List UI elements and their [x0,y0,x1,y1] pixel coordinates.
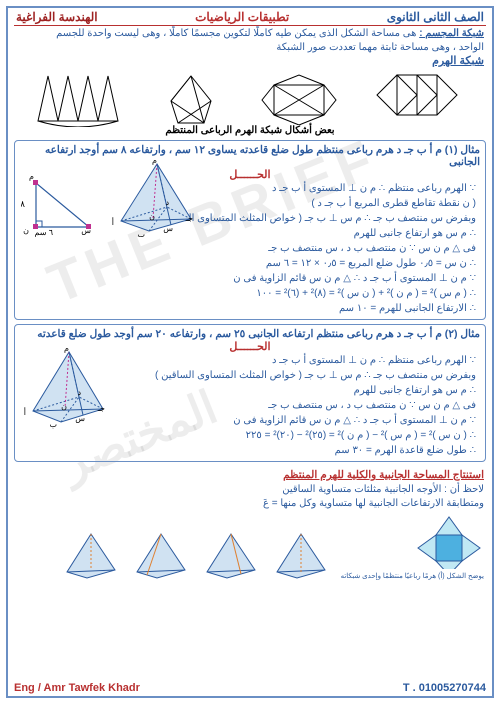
ex2-title: مثال (٢) م أ ب جـ د هرم رباعى منتظم ارتف… [20,328,480,340]
svg-text:د: د [77,388,81,397]
pyramid-bottom-1 [271,530,331,580]
page-footer: T . 01005270744 Eng / Amr Tawfek Khadr [14,682,486,694]
ex1-l5: فى △ م ن س ∵ ن منتصف ب د ، س منتصف ب جـ [20,241,480,256]
ex1-l8: ∴ ( م س )² = ( م ن )² + ( ن س )² = (٨)² … [20,286,480,301]
topic-title: الهندسة الفراغية [16,10,98,24]
svg-text:س: س [75,414,85,423]
svg-text:أ: أ [112,216,114,227]
bottom-caption: يوضح الشكل (أ) هرمًا رباعيًا منتظمًا وإح… [341,572,484,580]
net-fig-1 [372,73,472,125]
footer-eng: Eng / Amr Tawfek Khadr [14,682,140,694]
net-diagram-bottom: يوضح الشكل (أ) هرمًا رباعيًا منتظمًا وإح… [341,515,484,580]
ex2-figures: م أ ب جـ د ن س [21,347,116,432]
subheading: شبكة الهرم [8,54,492,67]
deduce-l2: ومتطابقة الارتفاعات الجانبية لها متساوية… [263,498,484,509]
svg-text:د: د [166,198,170,207]
svg-text:أ: أ [24,406,26,417]
ex1-l9: ∴ الارتفاع الجانبى للهرم = ١٠ سم [20,301,480,316]
subject-title: تطبيقات الرياضيات [195,10,289,24]
svg-text:س: س [81,226,91,235]
example-1: مثال (١) م أ ب جـ د هرم رباعى منتظم طول … [14,140,486,320]
bottom-diagrams: يوضح الشكل (أ) هرمًا رباعيًا منتظمًا وإح… [8,513,492,582]
ex1-figures: م أ ب جـ د ن س م ن س ٨ ٦ سم [21,159,204,240]
grade-title: الصف الثانى الثانوى [387,10,484,24]
nets-row [8,67,492,127]
pyramid-bottom-2 [201,530,261,580]
net-fig-4 [28,71,128,127]
svg-text:م: م [152,159,157,165]
svg-text:جـ: جـ [185,214,193,223]
svg-text:ن: ن [23,226,29,235]
intro-block: شبكة المجسم : هى مساحة الشكل الذى يمكن ط… [8,27,492,54]
footer-tel: T . 01005270744 [403,682,486,694]
net-fig-3 [156,71,226,127]
deduction-block: استنتاج المساحة الجانبية والكلية للهرم ا… [8,466,492,513]
svg-text:م: م [64,347,69,353]
net-fig-2 [254,73,344,125]
pyramid-bottom-3 [131,530,191,580]
ex1-triangle: م ن س ٨ ٦ سم [21,175,106,237]
svg-text:ن: ن [149,212,155,221]
svg-text:ب: ب [49,420,57,429]
intro-text-1: هى مساحة الشكل الذى يمكن طيه كاملًا لتكو… [56,28,416,39]
svg-text:ن: ن [61,402,67,411]
ex1-pyramid: م أ ب جـ د ن س [109,159,204,237]
page-frame: THE BRIEF المختصر الصف الثانى الثانوى تط… [6,6,494,698]
pyramid-bottom-4 [61,530,121,580]
svg-text:٨: ٨ [21,199,25,209]
page-header: الصف الثانى الثانوى تطبيقات الرياضيات ال… [8,8,492,24]
ex2-pyramid: م أ ب جـ د ن س [21,347,116,429]
deduce-head: استنتاج المساحة الجانبية والكلية للهرم ا… [283,469,484,481]
example-2: مثال (٢) م أ ب جـ د هرم رباعى منتظم ارتف… [14,324,486,462]
intro-lead: شبكة المجسم : [419,28,484,39]
svg-text:م: م [29,175,34,181]
intro-text-2: الواحد ، وهى مساحة ثابتة مهما تعددت صور … [276,42,484,53]
divider [14,25,486,26]
ex1-l6: ∴ ن س = ٠٫٥ طول ضلع المربع = ٠٫٥ × ١٢ = … [20,256,480,271]
svg-text:جـ: جـ [97,404,105,413]
ex1-l7: ∵ م ن ⊥ المستوى أ ب جـ د ∴ △ م ن س قائم … [20,271,480,286]
deduce-l1: لاحظ أن : الأوجه الجانبية مثلثات متساوية… [282,484,484,495]
ex2-l7: ∴ طول ضلع قاعدة الهرم = ٣٠ سم [20,443,480,458]
svg-text:س: س [163,224,173,233]
svg-text:٦ سم: ٦ سم [34,228,53,237]
svg-text:ب: ب [138,230,146,237]
